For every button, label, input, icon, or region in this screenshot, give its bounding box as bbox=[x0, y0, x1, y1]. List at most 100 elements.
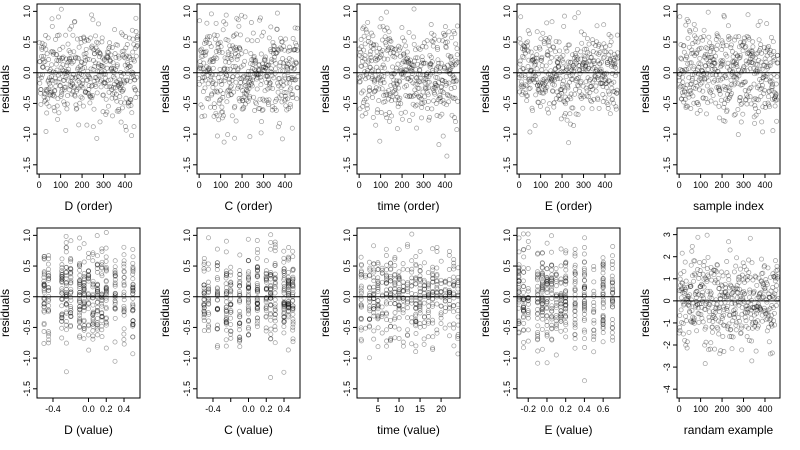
y-tick-label: 1.0 bbox=[22, 229, 32, 242]
data-point bbox=[367, 267, 373, 273]
data-point bbox=[413, 55, 419, 61]
data-point bbox=[201, 266, 207, 272]
data-point bbox=[388, 50, 393, 56]
data-point bbox=[214, 285, 220, 291]
data-point bbox=[455, 314, 460, 320]
data-point bbox=[695, 71, 701, 77]
data-point bbox=[747, 94, 753, 100]
data-point bbox=[370, 33, 376, 39]
data-point bbox=[770, 292, 776, 298]
x-tick-label: 5 bbox=[376, 404, 381, 414]
data-point bbox=[272, 263, 278, 268]
data-point bbox=[209, 91, 215, 97]
data-point bbox=[535, 300, 540, 306]
x-tick-label: -0.4 bbox=[45, 404, 61, 414]
data-point bbox=[405, 327, 411, 333]
data-point bbox=[252, 71, 258, 77]
data-point bbox=[90, 302, 96, 308]
data-point bbox=[685, 302, 691, 308]
data-point bbox=[58, 6, 64, 12]
data-point bbox=[115, 79, 121, 85]
data-point bbox=[245, 332, 251, 338]
data-point bbox=[281, 314, 287, 320]
data-point bbox=[572, 313, 578, 318]
data-point bbox=[374, 110, 380, 116]
data-point bbox=[610, 337, 616, 343]
data-point bbox=[517, 264, 522, 270]
data-point bbox=[384, 115, 390, 121]
data-point bbox=[610, 55, 616, 61]
data-point bbox=[417, 295, 423, 301]
data-point bbox=[413, 298, 419, 304]
data-point bbox=[53, 52, 59, 58]
data-point bbox=[413, 254, 419, 259]
data-point bbox=[121, 326, 127, 332]
data-point bbox=[130, 322, 136, 328]
data-point bbox=[580, 62, 586, 68]
data-point bbox=[756, 275, 762, 281]
data-point bbox=[682, 288, 688, 294]
data-point bbox=[680, 93, 686, 99]
data-point bbox=[758, 307, 764, 313]
data-point bbox=[525, 231, 531, 237]
data-point bbox=[281, 305, 287, 311]
data-point bbox=[762, 87, 767, 93]
data-point bbox=[581, 304, 587, 309]
data-point bbox=[411, 92, 417, 98]
data-point bbox=[80, 85, 86, 91]
data-point bbox=[735, 132, 741, 138]
data-point bbox=[224, 319, 229, 325]
data-point bbox=[268, 326, 274, 332]
data-point bbox=[86, 268, 91, 274]
data-point bbox=[677, 14, 683, 20]
data-point bbox=[417, 307, 423, 313]
data-point bbox=[609, 259, 615, 264]
data-point bbox=[695, 234, 701, 240]
data-point bbox=[68, 259, 74, 265]
y-tick-label: -1.0 bbox=[22, 350, 32, 366]
data-point bbox=[215, 290, 220, 295]
data-point bbox=[753, 112, 759, 118]
data-point bbox=[371, 313, 377, 319]
data-point bbox=[582, 305, 588, 311]
data-point bbox=[430, 290, 436, 296]
data-point bbox=[544, 299, 550, 305]
data-point bbox=[539, 301, 545, 307]
data-point bbox=[748, 307, 754, 313]
data-point bbox=[382, 27, 388, 33]
x-axis-title: C (order) bbox=[224, 199, 272, 213]
data-point bbox=[600, 305, 606, 311]
data-point bbox=[363, 325, 368, 331]
data-point bbox=[261, 64, 267, 70]
data-point bbox=[97, 50, 103, 56]
data-point bbox=[361, 33, 367, 39]
x-tick-label: 0.2 bbox=[260, 404, 273, 414]
data-point bbox=[420, 89, 426, 95]
data-point bbox=[730, 54, 736, 60]
data-point bbox=[246, 326, 252, 332]
data-point bbox=[59, 274, 65, 279]
data-point bbox=[409, 258, 415, 264]
data-point bbox=[247, 75, 253, 81]
data-point bbox=[239, 12, 244, 18]
data-point bbox=[577, 80, 583, 86]
data-point bbox=[684, 82, 690, 88]
data-point bbox=[384, 25, 390, 31]
data-point bbox=[410, 93, 416, 99]
data-point bbox=[69, 60, 75, 66]
data-point bbox=[563, 299, 569, 305]
data-point bbox=[582, 56, 587, 62]
data-point bbox=[536, 88, 542, 94]
data-point bbox=[740, 48, 746, 54]
data-point bbox=[215, 277, 220, 282]
data-point bbox=[440, 97, 446, 103]
data-point bbox=[736, 279, 742, 285]
data-point bbox=[90, 93, 95, 98]
data-point bbox=[734, 76, 740, 81]
data-point bbox=[223, 337, 229, 343]
data-point bbox=[254, 281, 260, 286]
data-point bbox=[263, 258, 269, 264]
data-point bbox=[363, 76, 369, 82]
data-point bbox=[745, 310, 750, 316]
